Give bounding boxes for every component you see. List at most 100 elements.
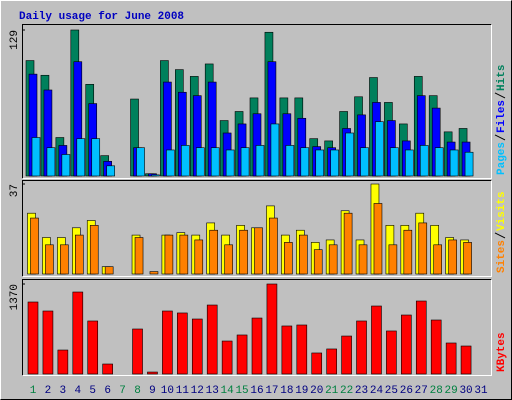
bar [72, 291, 84, 375]
bar [269, 217, 278, 275]
bar [281, 325, 293, 375]
bar [371, 305, 382, 375]
x-tick-label: 30 [459, 385, 472, 397]
bar [239, 229, 248, 275]
bar [210, 147, 220, 177]
x-tick-label: 6 [104, 385, 111, 397]
x-tick-label: 22 [340, 385, 353, 397]
x-tick-label: 15 [235, 385, 248, 397]
x-tick-label: 9 [149, 385, 156, 397]
bar [30, 217, 39, 275]
x-tick-label: 31 [474, 385, 488, 397]
bar [236, 334, 248, 375]
legend-entry: Sites [496, 240, 508, 273]
bar [221, 340, 233, 375]
bevel [22, 180, 492, 277]
x-tick-label: 17 [265, 385, 278, 397]
bar [31, 137, 41, 177]
x-tick-label: 21 [325, 385, 339, 397]
bar [419, 145, 429, 177]
bar [358, 244, 368, 275]
legend-entry: KBytes [496, 332, 508, 372]
bevel [22, 180, 492, 277]
bar [464, 151, 474, 177]
bar [254, 227, 263, 275]
bevel [22, 24, 492, 179]
legend: Sites Visits [494, 191, 508, 273]
x-tick-label: 10 [161, 385, 174, 397]
bar [255, 145, 265, 177]
bar [284, 242, 293, 275]
legend-entry: Pages [496, 142, 508, 175]
legend-separator [494, 232, 506, 239]
bar [225, 149, 235, 177]
x-tick-label: 11 [176, 385, 190, 397]
bar [433, 244, 443, 275]
x-tick-label: 7 [119, 385, 126, 397]
bar [89, 225, 99, 275]
bevel [22, 24, 492, 179]
bar [388, 244, 398, 275]
bar [460, 345, 472, 375]
bar [251, 317, 263, 375]
bar [134, 237, 144, 275]
bar [195, 147, 205, 177]
bar [194, 239, 204, 275]
bar [326, 348, 337, 375]
x-tick-label: 3 [60, 385, 67, 397]
legend: Pages Files Hits [494, 65, 508, 175]
x-tick-label: 23 [355, 385, 368, 397]
bar [42, 310, 54, 375]
legend-separator [494, 134, 506, 141]
bar [91, 138, 101, 177]
bar [224, 244, 233, 275]
x-tick-label: 28 [430, 385, 443, 397]
legend: KBytes [496, 332, 508, 372]
bar [311, 352, 323, 375]
bar [164, 234, 174, 275]
x-tick-label: 4 [74, 385, 81, 397]
bar [75, 234, 84, 275]
x-tick-label: 16 [250, 385, 263, 397]
x-tick-label: 24 [370, 385, 384, 397]
bar [430, 319, 442, 375]
bar [162, 310, 173, 375]
bar [61, 154, 71, 177]
bar [300, 147, 310, 177]
bar [341, 335, 352, 375]
bar [206, 304, 218, 375]
bar [401, 314, 412, 375]
bar [166, 149, 175, 177]
bar [418, 222, 428, 275]
bar [415, 300, 427, 375]
bar [373, 203, 383, 275]
bar [179, 234, 189, 275]
bar [46, 147, 56, 177]
bar [240, 147, 250, 177]
bar [177, 312, 188, 375]
x-tick-label: 26 [400, 385, 413, 397]
x-tick-label: 13 [206, 385, 219, 397]
x-tick-label: 8 [134, 385, 141, 397]
bar [405, 149, 414, 177]
bar [181, 145, 190, 177]
bar [285, 145, 295, 177]
bar [345, 132, 354, 177]
bar [328, 244, 338, 275]
bar [104, 266, 114, 275]
x-tick-label: 5 [89, 385, 96, 397]
bar [386, 330, 397, 375]
bar [390, 147, 399, 177]
bar [132, 328, 143, 375]
bar [87, 320, 99, 375]
bar [136, 147, 145, 177]
bar [45, 244, 54, 275]
x-tick-label: 12 [191, 385, 204, 397]
legend-entry: Files [496, 100, 508, 133]
bar [375, 121, 384, 177]
bar [209, 229, 218, 275]
bar [191, 318, 203, 375]
